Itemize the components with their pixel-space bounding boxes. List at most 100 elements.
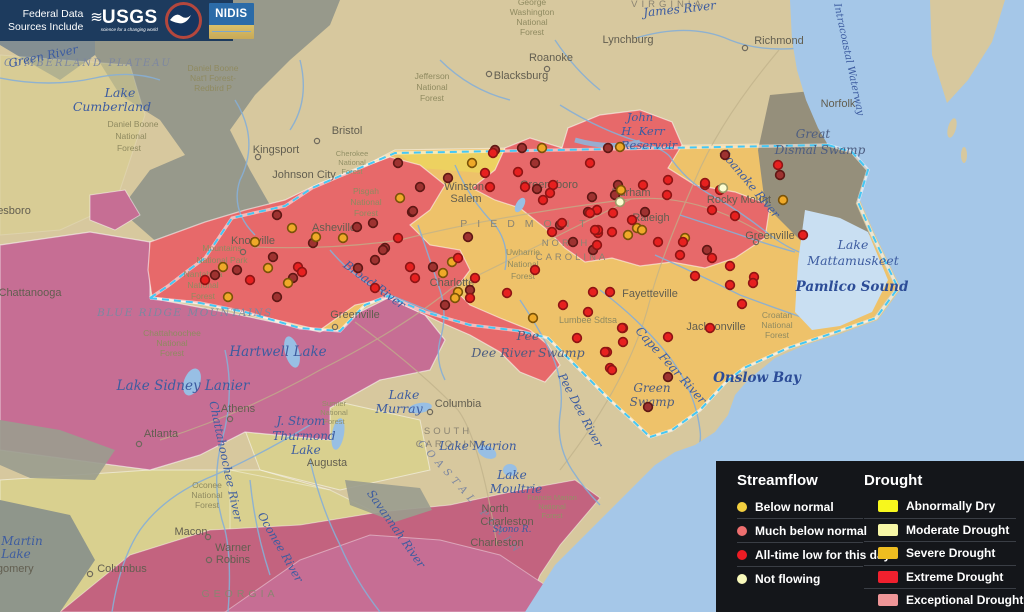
stream-gauge[interactable]: [222, 291, 234, 303]
stream-gauge[interactable]: [529, 264, 541, 276]
stream-gauge[interactable]: [606, 226, 618, 238]
stream-gauge[interactable]: [407, 205, 419, 217]
stream-gauge[interactable]: [546, 226, 558, 238]
stream-gauge[interactable]: [392, 157, 404, 169]
stream-gauge[interactable]: [449, 292, 461, 304]
stream-gauge[interactable]: [369, 254, 381, 266]
stream-gauge[interactable]: [642, 401, 654, 413]
stream-gauge[interactable]: [724, 279, 736, 291]
stream-gauge[interactable]: [604, 286, 616, 298]
stream-gauge[interactable]: [310, 231, 322, 243]
stream-gauge[interactable]: [267, 251, 279, 263]
stream-gauge[interactable]: [392, 232, 404, 244]
stream-gauge[interactable]: [557, 299, 569, 311]
stream-gauge[interactable]: [706, 252, 718, 264]
stream-gauge[interactable]: [615, 184, 627, 196]
stream-gauge[interactable]: [717, 182, 729, 194]
stream-gauge[interactable]: [556, 217, 568, 229]
stream-gauge[interactable]: [614, 141, 626, 153]
stream-gauge[interactable]: [244, 274, 256, 286]
stream-gauge[interactable]: [217, 261, 229, 273]
stream-gauge[interactable]: [591, 239, 603, 251]
stream-gauge[interactable]: [777, 194, 789, 206]
stream-gauge[interactable]: [439, 299, 451, 311]
stream-gauge[interactable]: [736, 298, 748, 310]
stream-gauge[interactable]: [394, 192, 406, 204]
stream-gauge[interactable]: [531, 183, 543, 195]
stream-gauge[interactable]: [427, 261, 439, 273]
stream-gauge[interactable]: [584, 157, 596, 169]
stream-gauge[interactable]: [369, 282, 381, 294]
stream-gauge[interactable]: [589, 224, 601, 236]
stream-gauge[interactable]: [231, 264, 243, 276]
stream-gauge[interactable]: [249, 236, 261, 248]
stream-gauge[interactable]: [479, 167, 491, 179]
stream-gauge[interactable]: [652, 236, 664, 248]
stream-gauge[interactable]: [661, 189, 673, 201]
stream-gauge[interactable]: [282, 277, 294, 289]
stream-gauge[interactable]: [797, 229, 809, 241]
stream-gauge[interactable]: [606, 364, 618, 376]
stream-gauge[interactable]: [409, 272, 421, 284]
stream-gauge[interactable]: [271, 291, 283, 303]
stream-gauge[interactable]: [689, 270, 701, 282]
stream-gauge[interactable]: [701, 244, 713, 256]
stream-gauge[interactable]: [602, 142, 614, 154]
stream-gauge[interactable]: [527, 312, 539, 324]
stream-gauge[interactable]: [636, 224, 648, 236]
stream-gauge[interactable]: [414, 181, 426, 193]
stream-gauge[interactable]: [677, 236, 689, 248]
stream-gauge[interactable]: [637, 179, 649, 191]
stream-gauge[interactable]: [772, 159, 784, 171]
stream-gauge[interactable]: [352, 262, 364, 274]
stream-gauge[interactable]: [464, 292, 476, 304]
stream-gauge[interactable]: [587, 286, 599, 298]
stream-gauge[interactable]: [571, 332, 583, 344]
stream-gauge[interactable]: [544, 187, 556, 199]
stream-gauge[interactable]: [462, 231, 474, 243]
stream-gauge[interactable]: [512, 166, 524, 178]
stream-gauge[interactable]: [567, 236, 579, 248]
stream-gauge[interactable]: [584, 207, 596, 219]
stream-gauge[interactable]: [484, 181, 496, 193]
stream-gauge[interactable]: [377, 244, 389, 256]
stream-gauge[interactable]: [487, 147, 499, 159]
stream-gauge[interactable]: [296, 266, 308, 278]
stream-gauge[interactable]: [626, 214, 638, 226]
stream-gauge[interactable]: [729, 210, 741, 222]
stream-gauge[interactable]: [599, 346, 611, 358]
stream-gauge[interactable]: [437, 267, 449, 279]
stream-gauge[interactable]: [724, 260, 736, 272]
stream-gauge[interactable]: [529, 157, 541, 169]
stream-gauge[interactable]: [614, 196, 626, 208]
stream-gauge[interactable]: [367, 217, 379, 229]
stream-gauge[interactable]: [466, 157, 478, 169]
stream-gauge[interactable]: [774, 169, 786, 181]
stream-gauge[interactable]: [199, 274, 211, 286]
stream-gauge[interactable]: [617, 336, 629, 348]
stream-gauge[interactable]: [674, 249, 686, 261]
stream-gauge[interactable]: [452, 252, 464, 264]
stream-gauge[interactable]: [286, 222, 298, 234]
stream-gauge[interactable]: [586, 191, 598, 203]
stream-gauge[interactable]: [582, 306, 594, 318]
stream-gauge[interactable]: [662, 371, 674, 383]
stream-gauge[interactable]: [271, 209, 283, 221]
stream-gauge[interactable]: [262, 262, 274, 274]
stream-gauge[interactable]: [704, 322, 716, 334]
stream-gauge[interactable]: [337, 232, 349, 244]
stream-gauge[interactable]: [639, 206, 651, 218]
stream-gauge[interactable]: [706, 204, 718, 216]
stream-gauge[interactable]: [719, 149, 731, 161]
stream-gauge[interactable]: [607, 207, 619, 219]
stream-gauge[interactable]: [662, 174, 674, 186]
stream-gauge[interactable]: [616, 322, 628, 334]
stream-gauge[interactable]: [469, 272, 481, 284]
stream-gauge[interactable]: [404, 261, 416, 273]
stream-gauge[interactable]: [209, 269, 221, 281]
stream-gauge[interactable]: [501, 287, 513, 299]
stream-gauge[interactable]: [519, 181, 531, 193]
stream-gauge[interactable]: [662, 331, 674, 343]
stream-gauge[interactable]: [516, 142, 528, 154]
stream-gauge[interactable]: [537, 194, 549, 206]
